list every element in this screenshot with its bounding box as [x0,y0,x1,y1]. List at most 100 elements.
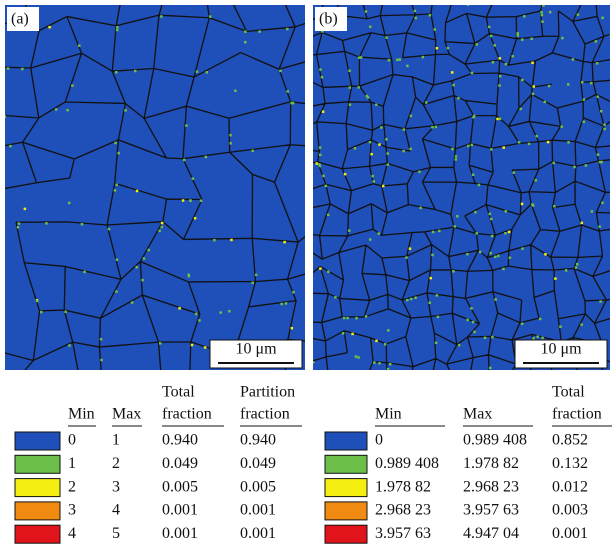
strain-spot [553,205,556,208]
strain-spot [418,170,421,174]
strain-spot [474,210,477,214]
strain-spot [559,325,562,328]
strain-spot [311,311,314,314]
strain-spot [305,258,308,261]
strain-spot [596,153,600,156]
strain-spot [402,128,406,131]
color-swatch [14,524,61,544]
strain-spot [78,44,81,47]
scale-bar-label: 10 μm [235,341,277,358]
cell-text: 2 [112,455,120,472]
scale-bar-label: 10 μm [540,341,582,358]
cell-text: 0.001 [162,502,198,519]
strain-spot [594,40,598,43]
strain-spot [409,147,412,151]
strain-spot [496,117,499,121]
strain-spot [414,16,418,20]
strain-spot [229,133,232,137]
strain-spot [135,265,138,269]
color-swatch [324,431,368,451]
strain-spot [124,109,127,112]
strain-spot [584,164,588,167]
strain-spot [552,161,555,165]
cell-text: 0 [375,432,383,449]
strain-spot [567,141,570,144]
strain-spot [100,358,103,362]
strain-spot [454,158,458,161]
strain-spot [359,56,363,59]
strain-spot [135,189,139,193]
strain-spot [596,95,599,98]
strain-spot [370,152,373,156]
strain-spot [286,90,290,93]
strain-spot [375,103,378,107]
strain-spot [531,61,534,65]
strain-spot [9,144,12,148]
strain-spot [428,14,432,17]
strain-spot [229,142,232,145]
strain-spot [219,311,222,314]
cell-text: 0.940 [240,432,276,449]
strain-spot [473,330,476,334]
strain-spot [536,335,539,338]
strain-spot [590,81,593,85]
strain-spot [372,180,376,183]
strain-spot [113,189,117,192]
strain-spot [348,103,352,106]
strain-spot [498,84,501,87]
strain-spot [115,183,118,186]
header-text: Total [162,384,195,401]
strain-spot [478,250,482,254]
strain-spot [308,362,311,365]
strain-spot [318,163,321,166]
header-text: Partition [240,384,295,401]
header-text: Max [463,406,492,423]
strain-spot [280,302,283,306]
strain-spot [590,210,594,213]
strain-spot [373,361,376,364]
strain-spot [466,5,470,6]
strain-spot [71,84,74,87]
strain-spot [198,319,201,322]
strain-spot [466,252,469,256]
micrograph [5,5,314,370]
strain-spot [357,86,360,89]
strain-spot [405,256,408,259]
strain-spot [357,56,361,59]
strain-spot [491,335,494,339]
cell-text: 1.978 82 [375,478,431,495]
strain-spot [203,346,207,349]
cell-text: 4 [68,525,76,542]
strain-spot [290,326,294,330]
strain-spot [494,298,497,301]
strain-spot [471,320,475,324]
strain-spot [599,300,602,303]
strain-spot [378,143,381,146]
strain-spot [208,15,212,18]
strain-spot [519,107,523,111]
strain-spot [451,147,454,151]
strain-spot [230,238,233,242]
strain-spot [313,124,314,128]
cell-text: 2.968 23 [375,502,431,519]
strain-spot [544,253,547,256]
cell-text: 0.012 [552,478,588,495]
strain-spot [483,336,487,340]
header-text: Min [375,406,402,423]
strain-spot [396,58,399,62]
strain-spot [385,36,388,39]
strain-spot [450,71,454,74]
strain-spot [414,296,417,299]
strain-spot [308,146,311,149]
strain-spot [368,238,372,241]
strain-spot [310,125,313,128]
strain-spot [244,30,247,33]
strain-spot [283,240,286,244]
strain-spot [487,25,491,29]
strain-spot [284,302,288,305]
cell-text: 0.989 408 [463,432,527,449]
strain-spot [385,138,388,141]
strain-spot [540,13,544,17]
strain-spot [17,222,21,225]
